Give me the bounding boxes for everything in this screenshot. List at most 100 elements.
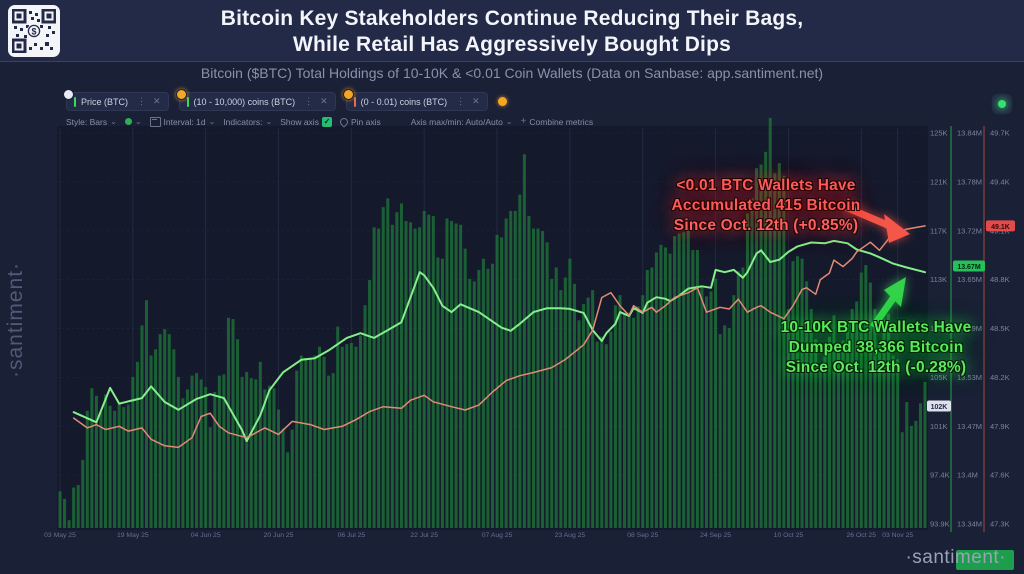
- axis-maxmin-selector[interactable]: Axis max/min: Auto/Auto ⌄: [411, 117, 513, 127]
- title-line-2: While Retail Has Aggressively Bought Dip…: [292, 32, 731, 56]
- price-bar: [145, 300, 148, 528]
- interval-selector[interactable]: Interval: 1d ⌄: [149, 116, 215, 127]
- checkbox-checked-icon[interactable]: ✓: [321, 116, 332, 127]
- price-bar: [345, 344, 349, 528]
- chip-menu-icon[interactable]: ⋮: [456, 96, 466, 106]
- price-bar: [58, 491, 62, 528]
- price-bar: [586, 297, 590, 528]
- y-axis-tick: 13.53M: [957, 373, 982, 382]
- pin-axis-toggle[interactable]: Pin axis: [338, 115, 381, 128]
- x-axis-tick: 26 Oct 25: [847, 532, 877, 539]
- price-bar: [172, 349, 176, 528]
- price-bar: [354, 346, 358, 528]
- price-bar: [249, 378, 253, 528]
- qr-pattern: $: [12, 9, 56, 53]
- price-bar: [245, 371, 249, 528]
- chip-close-icon[interactable]: ✕: [472, 96, 480, 106]
- price-bar: [868, 282, 872, 528]
- price-bar: [431, 215, 435, 529]
- x-axis-tick: 06 Jul 25: [338, 532, 366, 539]
- price-bar: [641, 295, 645, 528]
- price-bar: [896, 359, 900, 528]
- y-axis-tick: 49.4K: [990, 177, 1010, 186]
- chip-close-icon[interactable]: ✕: [320, 96, 328, 106]
- price-bar: [459, 224, 463, 528]
- price-bar: [591, 290, 595, 528]
- legend-chip-10-10k-coins[interactable]: (10 - 10,000) coins (BTC) ⋮ ✕: [175, 89, 336, 111]
- price-bar: [468, 278, 472, 528]
- price-bar: [281, 428, 285, 528]
- price-bar: [85, 410, 89, 528]
- price-bar: [727, 327, 731, 528]
- chip-menu-icon[interactable]: ⋮: [137, 96, 146, 106]
- price-bar: [277, 409, 281, 528]
- price-bar: [773, 173, 777, 528]
- price-bar: [531, 228, 535, 528]
- price-bar: [363, 305, 367, 528]
- price-bar: [682, 232, 686, 529]
- logo-text: ·santiment·: [905, 547, 1006, 568]
- price-bar: [195, 373, 199, 528]
- price-badge-label: 102K: [931, 404, 948, 411]
- price-bar: [841, 340, 845, 528]
- price-bar: [154, 349, 158, 528]
- price-bar: [805, 281, 809, 528]
- legend-chip-price[interactable]: Price (BTC) ⋮ ✕: [63, 89, 169, 111]
- style-selector[interactable]: Style: Bars ⌄: [66, 117, 117, 127]
- price-bar: [623, 312, 627, 528]
- price-bar: [181, 398, 185, 528]
- chip-close-icon[interactable]: ✕: [153, 96, 161, 106]
- price-bar: [664, 247, 667, 528]
- price-bar: [609, 331, 613, 528]
- price-bar: [99, 412, 103, 528]
- share-button[interactable]: [992, 94, 1012, 114]
- interval-label: Interval: 1d: [163, 116, 206, 127]
- price-bar: [563, 277, 567, 528]
- price-bar: [659, 244, 663, 528]
- color-selector[interactable]: ⌄: [124, 117, 142, 126]
- price-bar: [304, 358, 308, 528]
- chevron-down-icon: ⌄: [505, 116, 513, 126]
- price-bar: [90, 388, 94, 528]
- price-bar: [308, 359, 312, 528]
- price-badge: [927, 400, 951, 412]
- show-axis-label: Show axis: [280, 116, 319, 127]
- price-bar: [399, 203, 403, 528]
- price-bar: [290, 429, 294, 528]
- price-bar: [272, 388, 276, 528]
- price-bar: [873, 309, 877, 528]
- show-axis-toggle[interactable]: Show axis ✓: [280, 116, 332, 127]
- red-value-badge: [986, 220, 1015, 232]
- header: [0, 0, 1024, 62]
- red-value-badge-label: 49.1K: [991, 224, 1010, 231]
- price-bar: [504, 218, 508, 529]
- price-bar: [755, 168, 759, 528]
- y-axis-tick: 48.5K: [990, 324, 1010, 333]
- annotation-line: Dumped 38,366 Bitcoin: [788, 338, 964, 356]
- price-bar: [905, 402, 909, 528]
- price-bar: [372, 227, 376, 528]
- price-bar: [782, 175, 786, 529]
- price-bar: [185, 389, 189, 528]
- legend-chip-label: (10 - 10,000) coins (BTC): [193, 96, 296, 107]
- price-bar: [176, 376, 180, 528]
- x-axis-tick: 03 Nov 25: [882, 532, 913, 539]
- price-bar: [418, 227, 422, 528]
- price-bar: [149, 355, 153, 528]
- price-bar: [386, 198, 390, 528]
- price-bar: [390, 224, 394, 528]
- price-bar: [900, 432, 904, 528]
- combine-metrics-label: Combine metrics: [529, 116, 594, 127]
- x-axis-tick: 20 Jun 25: [264, 532, 294, 539]
- legend-chip-small-coins[interactable]: (0 - 0.01) coins (BTC) ⋮ ✕: [342, 89, 488, 111]
- indicators-selector[interactable]: Indicators: ⌄: [223, 117, 272, 127]
- price-bar: [358, 335, 362, 528]
- price-bar: [236, 339, 240, 528]
- price-bar: [577, 320, 581, 528]
- y-axis-tick: 113K: [930, 275, 947, 284]
- combine-metrics-button[interactable]: + Combine metrics: [521, 116, 594, 127]
- chip-menu-icon[interactable]: ⋮: [304, 96, 314, 106]
- price-bar: [163, 329, 167, 528]
- page-title: Bitcoin Key Stakeholders Continue Reduci…: [120, 6, 904, 58]
